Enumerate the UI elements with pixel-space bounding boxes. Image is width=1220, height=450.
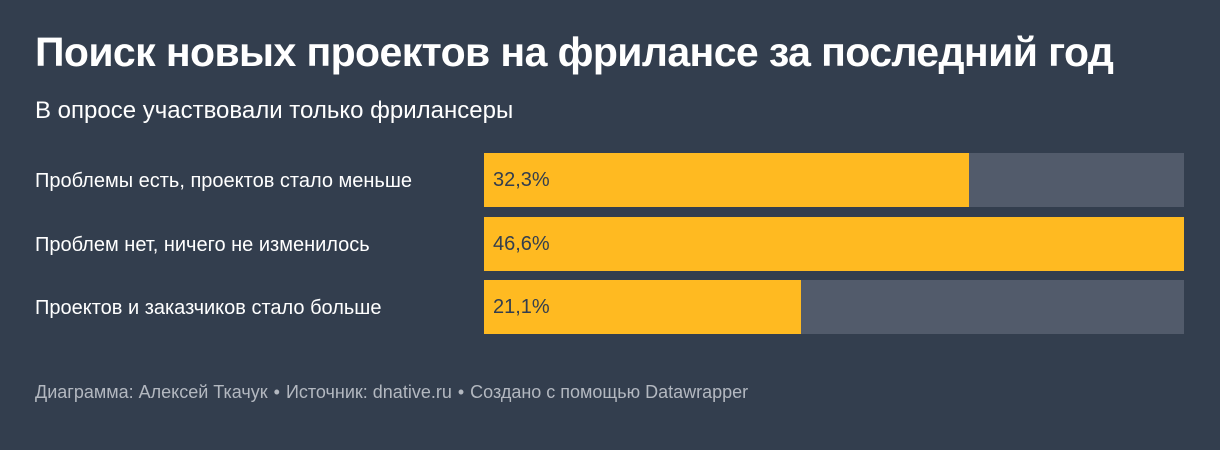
category-label: Проблемы есть, проектов стало меньше (35, 169, 413, 192)
bar-value-label: 46,6% (493, 232, 550, 255)
footer-separator: • (457, 382, 465, 402)
bar-chart: Проблемы есть, проектов стало меньше 32,… (35, 153, 1185, 337)
bar-value-label: 21,1% (493, 295, 550, 318)
bar-track: 21,1% (484, 280, 1184, 334)
bar-track: 32,3% (484, 153, 1184, 207)
footer-source: Источник: dnative.ru (285, 382, 452, 402)
bar (484, 280, 801, 334)
footer-separator: • (273, 382, 280, 402)
category-label: Проблем нет, ничего не изменилось (35, 233, 370, 256)
bar-row: Проблемы есть, проектов стало меньше 32,… (35, 153, 1185, 209)
bar (484, 153, 970, 207)
bar-track: 46,6% (484, 217, 1184, 271)
bar-value-label: 32,3% (493, 168, 550, 191)
footer-tool: Создано с помощью Datawrapper (470, 382, 749, 402)
chart-subtitle: В опросе участвовали только фрилансеры (35, 97, 514, 124)
chart-title: Поиск новых проектов на фрилансе за посл… (35, 29, 1114, 75)
bar-row: Проблем нет, ничего не изменилось 46,6% (35, 217, 1185, 273)
category-label: Проектов и заказчиков стало больше (35, 296, 382, 319)
chart-footer: Диаграмма: Алексей Ткачук • Источник: dnat… (35, 380, 748, 404)
bar (484, 217, 1184, 271)
bar-row: Проектов и заказчиков стало больше 21,1% (35, 280, 1185, 336)
footer-author: Диаграмма: Алексей Ткачук (35, 382, 268, 402)
